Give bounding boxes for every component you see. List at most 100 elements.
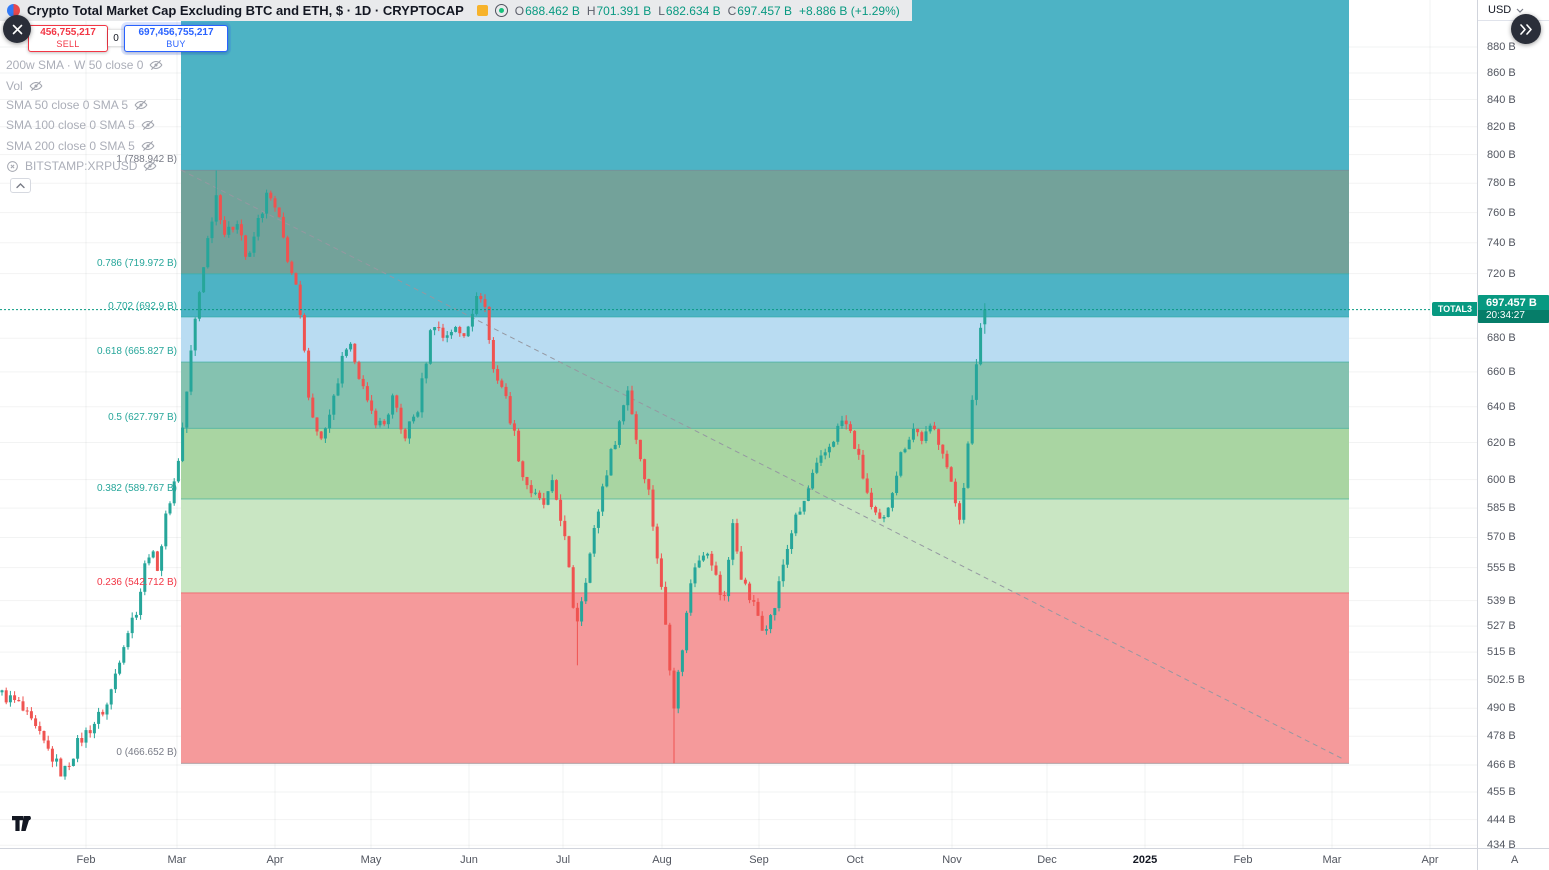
price-tick-label: 585 B xyxy=(1487,502,1516,514)
time-axis[interactable]: Feb Mar Apr May Jun Jul Aug Sep Oct Nov Dec 2025 Feb… xyxy=(0,848,1549,870)
price-tick-label: 640 B xyxy=(1487,401,1516,413)
time-tick-label: Jun xyxy=(460,854,478,866)
low-label: L xyxy=(658,3,665,18)
price-tick-label: 620 B xyxy=(1487,437,1516,449)
low-value: 682.634 B xyxy=(665,3,721,18)
price-scale[interactable]: 880 B 860 B 840 B 820 B 800 B 780 B 760 B 740 B… xyxy=(1478,0,1549,851)
indicator-label: 200w SMA · W 50 close 0 xyxy=(6,58,144,72)
time-tick-label: Apr xyxy=(266,854,284,866)
price-tick-label: 880 B xyxy=(1487,41,1516,53)
market-status-icon[interactable] xyxy=(494,4,508,17)
series-symbol-flag: TOTAL3 xyxy=(1431,302,1477,316)
time-tick-label: May xyxy=(360,854,382,866)
fib-bands[interactable] xyxy=(181,0,1349,764)
legend-collapse-button[interactable] xyxy=(10,178,31,193)
price-tick-label: 720 B xyxy=(1487,268,1516,280)
price-tick-label: 780 B xyxy=(1487,177,1516,189)
fib-level-label: 0 (466.652 B) xyxy=(116,747,177,758)
price-tick-label: 555 B xyxy=(1487,562,1516,574)
fib-level-label: 0.236 (542.712 B) xyxy=(96,577,177,588)
axis-corner-divider xyxy=(1477,849,1478,870)
fib-level-label: 1 (788.942 B) xyxy=(116,154,177,165)
price-tick-label: 502.5 B xyxy=(1487,674,1525,686)
chevron-down-icon xyxy=(1516,8,1524,13)
price-tick-label: 740 B xyxy=(1487,237,1516,249)
last-price-value: 697.457 B xyxy=(1486,297,1537,309)
price-tick-label: 490 B xyxy=(1487,702,1516,714)
auto-scale-button[interactable]: A xyxy=(1511,854,1519,866)
indicator-legend-row[interactable]: SMA 200 close 0 SMA 5 xyxy=(6,139,155,153)
price-tick-label: 515 B xyxy=(1487,646,1516,658)
price-tick-label: 840 B xyxy=(1487,94,1516,106)
price-tick-label: 539 B xyxy=(1487,595,1516,607)
price-tick-label: 820 B xyxy=(1487,121,1516,133)
eye-hidden-icon[interactable] xyxy=(143,159,157,173)
price-tick-label: 444 B xyxy=(1487,814,1516,826)
indicator-label: SMA 200 close 0 SMA 5 xyxy=(6,139,135,153)
price-tick-label: 800 B xyxy=(1487,149,1516,161)
high-label: H xyxy=(586,3,596,18)
chart-title[interactable]: Crypto Total Market Cap Excluding BTC an… xyxy=(27,3,464,18)
tradingview-logo-icon xyxy=(12,816,31,831)
price-tick-label: 680 B xyxy=(1487,332,1516,344)
time-tick-label: 2025 xyxy=(1132,854,1158,866)
symbol-logo-icon xyxy=(7,4,20,17)
indicator-legend-row[interactable]: Vol xyxy=(6,79,43,93)
expand-panel-button[interactable] xyxy=(1511,14,1541,44)
sell-button[interactable]: 456,755,217 SELL xyxy=(28,25,108,52)
price-tick-label: 466 B xyxy=(1487,759,1516,771)
fib-level-label: 0.786 (719.972 B) xyxy=(96,258,177,269)
bar-countdown: 20:34:27 xyxy=(1478,310,1549,323)
time-tick-label: Mar xyxy=(167,854,187,866)
eye-hidden-icon[interactable] xyxy=(29,79,43,93)
open-value: 688.462 B xyxy=(525,3,580,18)
tradingview-logo[interactable] xyxy=(12,816,36,837)
close-button[interactable] xyxy=(3,15,31,43)
candlestick-chart-canvas[interactable] xyxy=(0,0,1477,848)
time-tick-label: Dec xyxy=(1037,854,1057,866)
candles xyxy=(0,170,987,780)
time-tick-label: Sep xyxy=(749,854,769,866)
indicator-legend-row[interactable]: SMA 50 close 0 SMA 5 xyxy=(6,98,148,112)
flag-icon[interactable] xyxy=(476,5,488,16)
chart-plot-area[interactable]: 1 (788.942 B) 0.786 (719.972 B) 0.702 (692… xyxy=(0,0,1477,848)
eye-hidden-icon[interactable] xyxy=(141,118,155,132)
sell-price: 456,755,217 xyxy=(40,27,96,39)
double-chevron-right-icon xyxy=(1520,23,1532,35)
price-tick-label: 570 B xyxy=(1487,531,1516,543)
fib-level-label: 0.5 (627.797 B) xyxy=(108,412,177,423)
close-icon xyxy=(12,24,22,34)
buy-button[interactable]: 697,456,755,217 BUY xyxy=(124,25,228,52)
indicator-legend-row[interactable]: BITSTAMP:XRPUSD xyxy=(6,159,157,173)
indicator-legend-row[interactable]: 200w SMA · W 50 close 0 xyxy=(6,58,163,72)
time-tick-label: Oct xyxy=(846,854,864,866)
sell-label: SELL xyxy=(56,38,80,49)
market-open-dot xyxy=(498,8,504,13)
open-label: O xyxy=(514,3,525,18)
indicator-label: Vol xyxy=(6,79,23,93)
chevron-up-icon xyxy=(16,182,25,188)
eye-hidden-icon[interactable] xyxy=(141,139,155,153)
spread-value: 0 xyxy=(108,30,124,46)
indicator-legend-row[interactable]: SMA 100 close 0 SMA 5 xyxy=(6,118,155,132)
last-price-badge: 697.457 B 20:34:27 xyxy=(1478,295,1549,323)
fib-level-label: 0.618 (665.827 B) xyxy=(96,346,177,357)
close-label: C xyxy=(727,3,737,18)
time-tick-label: Mar xyxy=(1322,854,1342,866)
price-tick-label: 660 B xyxy=(1487,366,1516,378)
time-tick-label: Nov xyxy=(942,854,962,866)
remove-indicator-icon[interactable] xyxy=(6,160,19,173)
fib-level-lines xyxy=(181,169,1349,764)
buy-price: 697,456,755,217 xyxy=(138,27,214,39)
price-tick-label: 760 B xyxy=(1487,207,1516,219)
fib-level-label: 0.382 (589.767 B) xyxy=(96,483,177,494)
trendline[interactable] xyxy=(180,169,1346,761)
eye-hidden-icon[interactable] xyxy=(149,58,163,72)
eye-hidden-icon[interactable] xyxy=(134,98,148,112)
price-tick-label: 860 B xyxy=(1487,67,1516,79)
price-axis[interactable]: USD 880 B 860 B 840 B 820 B 800 B 780 B 760 B 7… xyxy=(1477,0,1549,851)
price-tick-label: 455 B xyxy=(1487,786,1516,798)
high-value: 701.391 B xyxy=(596,3,652,18)
indicator-label: BITSTAMP:XRPUSD xyxy=(25,159,138,173)
